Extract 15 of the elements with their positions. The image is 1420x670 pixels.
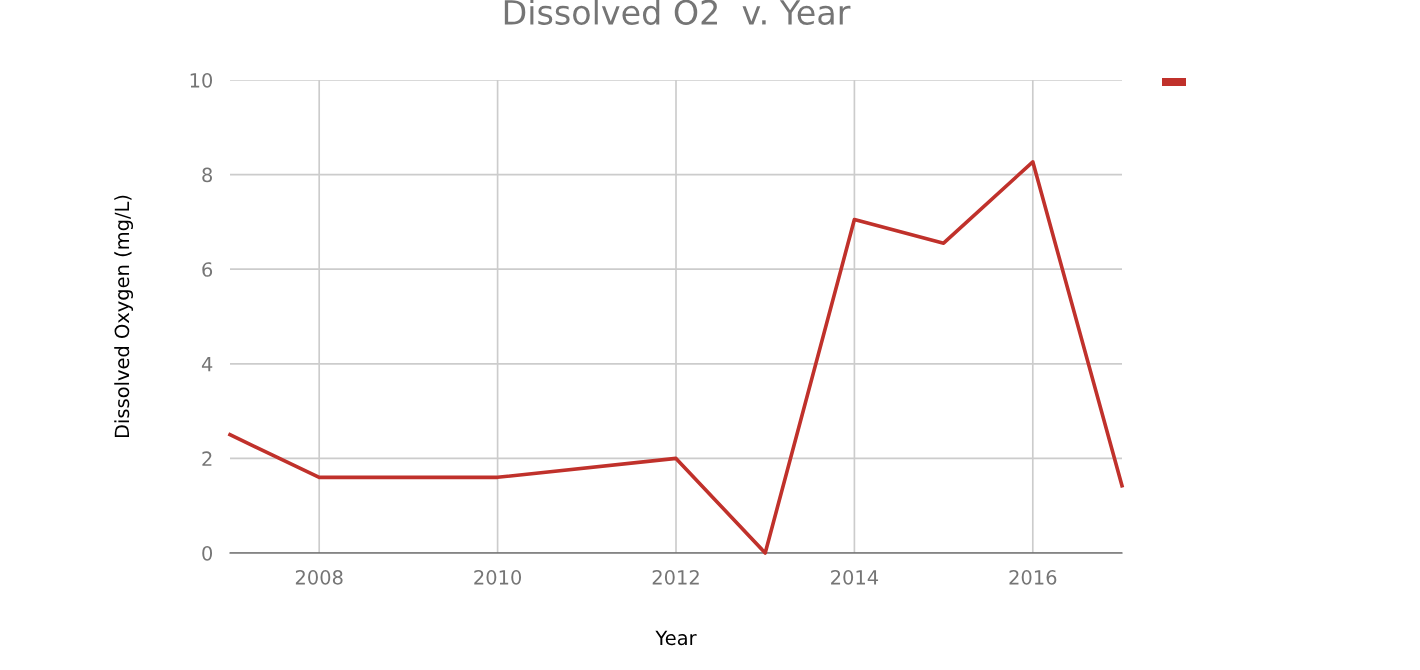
- line-series: [228, 160, 1124, 555]
- x-tick-label: 2010: [474, 570, 522, 585]
- x-axis-title: Year: [655, 630, 697, 646]
- y-tick-label: 2: [202, 451, 212, 466]
- x-tick-label: 2016: [1009, 570, 1057, 585]
- x-tick-label: 2008: [295, 570, 343, 585]
- y-axis-title: Dissolved Oxygen (mg/L): [114, 195, 134, 438]
- y-tick-label: 10: [190, 72, 213, 88]
- x-tick-label: 2012: [652, 570, 699, 585]
- y-tick-label: 6: [202, 262, 213, 277]
- chart-title: Dissolved O2 v. Year: [504, 0, 851, 25]
- y-tick-label: 0: [202, 545, 213, 561]
- y-tick-label: 8: [202, 167, 212, 183]
- x-tick-label: 2014: [831, 570, 879, 585]
- y-tick-label: 4: [201, 357, 213, 372]
